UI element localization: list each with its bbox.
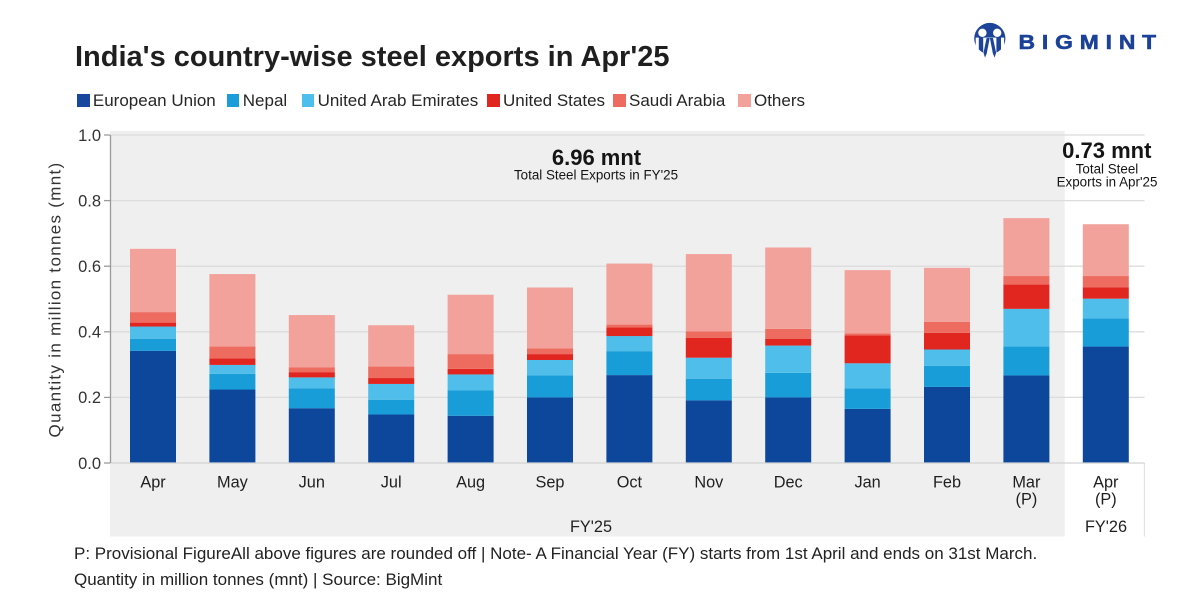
svg-text:Total Steel Exports in FY'25: Total Steel Exports in FY'25 [514, 168, 678, 183]
svg-text:Aug: Aug [456, 474, 485, 492]
svg-text:6.96 mnt: 6.96 mnt [552, 145, 642, 170]
svg-text:Jun: Jun [299, 474, 325, 492]
svg-text:Nov: Nov [694, 474, 724, 492]
svg-text:FY'26: FY'26 [1085, 518, 1127, 536]
svg-text:Oct: Oct [617, 474, 643, 492]
svg-text:FY'25: FY'25 [570, 518, 612, 536]
svg-text:(P): (P) [1016, 491, 1038, 509]
svg-text:0.73 mnt: 0.73 mnt [1062, 138, 1152, 163]
svg-text:0.8: 0.8 [78, 192, 101, 210]
svg-text:Total Steel: Total Steel [1076, 161, 1139, 176]
svg-text:(P): (P) [1095, 491, 1117, 509]
svg-text:May: May [217, 474, 249, 492]
svg-text:Jan: Jan [854, 474, 880, 492]
svg-text:Sep: Sep [536, 474, 565, 492]
svg-text:Quantity in million tonnes (mn: Quantity in million tonnes (mnt) [46, 162, 65, 438]
svg-text:Feb: Feb [933, 474, 961, 492]
svg-text:BIGMINT: BIGMINT [1019, 32, 1164, 54]
svg-text:0.2: 0.2 [78, 389, 101, 407]
svg-text:0.6: 0.6 [78, 258, 101, 276]
svg-text:Mar: Mar [1012, 474, 1041, 492]
svg-text:0.0: 0.0 [78, 455, 101, 473]
svg-text:Apr: Apr [1093, 474, 1119, 492]
svg-text:0.4: 0.4 [78, 324, 101, 342]
svg-text:Dec: Dec [774, 474, 803, 492]
svg-text:Exports in Apr'25: Exports in Apr'25 [1057, 175, 1158, 190]
svg-text:Jul: Jul [381, 474, 402, 492]
svg-text:Apr: Apr [140, 474, 166, 492]
svg-text:1.0: 1.0 [78, 127, 101, 145]
